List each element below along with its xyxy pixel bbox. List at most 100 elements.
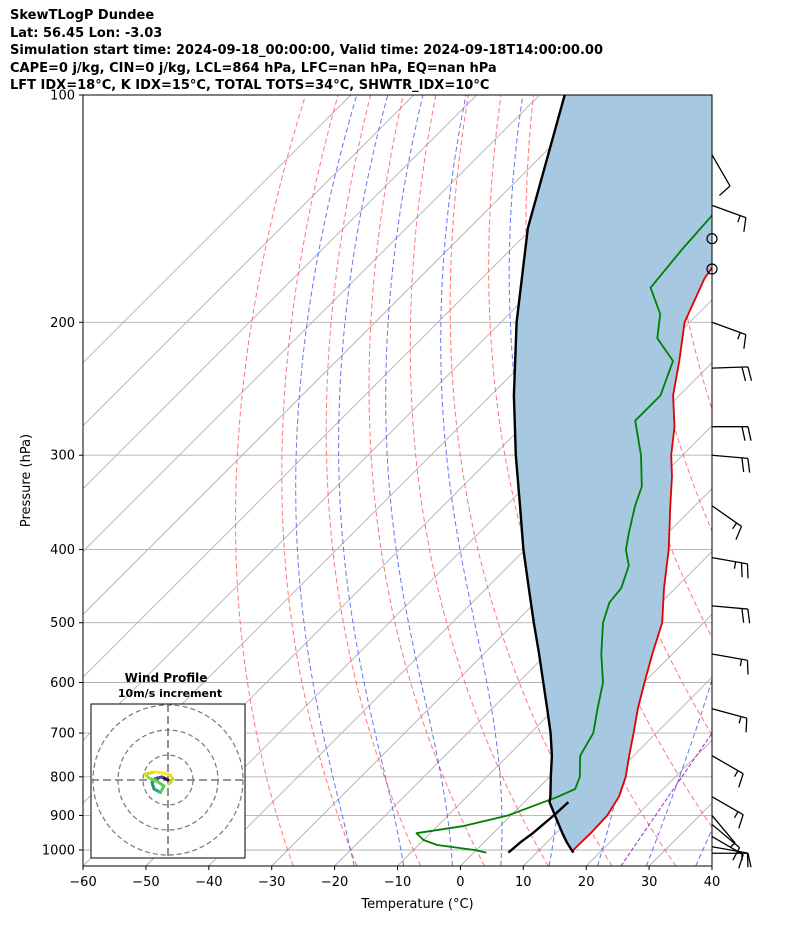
- barb-flag: [732, 847, 741, 861]
- calm-circle: [706, 263, 718, 275]
- dry-adiabat: [449, 95, 613, 866]
- dry-adiabat: [762, 95, 794, 866]
- barb-flag: [746, 852, 749, 868]
- x-tick-label: −20: [321, 875, 348, 890]
- barb-flag: [738, 814, 744, 829]
- dry-adiabat: [325, 95, 422, 866]
- x-tick-label: 30: [641, 875, 658, 890]
- hodograph-segment: [147, 776, 160, 784]
- barb-half: [733, 770, 739, 778]
- location-line: Lat: 56.45 Lon: -3.03: [10, 25, 163, 41]
- dry-adiabat: [409, 95, 549, 866]
- wind-barb: [711, 204, 747, 232]
- wind-barb: [706, 263, 718, 275]
- barb-half: [739, 659, 743, 667]
- barb-shaft: [711, 796, 744, 816]
- y-tick-label: 300: [50, 449, 75, 464]
- wind-barb: [711, 815, 736, 849]
- moist-adiabat: [745, 95, 794, 866]
- barb-flag: [718, 185, 731, 197]
- wind-profile-inset: Wind Profile 10m/s increment: [90, 671, 246, 859]
- wind-barb: [711, 755, 744, 788]
- wind-barb: [711, 505, 743, 540]
- y-tick-label: 900: [50, 809, 75, 824]
- barb-flag: [741, 608, 745, 623]
- wind-barb: [711, 823, 741, 861]
- wind-barb: [711, 836, 744, 869]
- moist-adiabat: [440, 95, 503, 866]
- wind-barb: [712, 426, 752, 441]
- barb-flag: [741, 457, 745, 473]
- wind-barb: [712, 852, 752, 868]
- barb-shaft: [711, 454, 748, 460]
- barb-half: [733, 561, 737, 569]
- barb-shaft: [711, 154, 731, 187]
- time-line: Simulation start time: 2024-09-18_00:00:…: [10, 43, 603, 59]
- moist-adiabat: [295, 95, 358, 866]
- moist-adiabat: [338, 95, 405, 866]
- y-tick-label: 100: [50, 89, 75, 104]
- isotherm-line: [83, 95, 477, 490]
- barb-half: [733, 811, 739, 819]
- barb-shaft: [711, 815, 736, 844]
- barb-flag: [741, 426, 746, 441]
- barb-shaft: [711, 755, 744, 775]
- barb-flag: [747, 608, 751, 624]
- hodograph-segment: [143, 770, 157, 776]
- wind-barb: [711, 557, 749, 579]
- wind-barb: [711, 366, 753, 382]
- barb-flag: [747, 426, 752, 441]
- y-tick-label: 600: [50, 676, 75, 691]
- dry-adiabat: [235, 95, 306, 866]
- temperature-line: [572, 266, 712, 853]
- barb-shaft: [711, 836, 744, 856]
- x-tick-label: 10: [515, 875, 532, 890]
- y-tick-label: 1000: [42, 844, 75, 859]
- y-axis-label: Pressure (hPa): [19, 434, 34, 527]
- wind-barb: [711, 321, 747, 349]
- y-tick-label: 700: [50, 727, 75, 742]
- y-tick-label: 200: [50, 316, 75, 331]
- index-line: LFT IDX=18°C, K IDX=15°C, TOTAL TOTS=34°…: [10, 78, 490, 94]
- wind-barb: [711, 605, 751, 624]
- x-tick-label: −30: [258, 875, 285, 890]
- barb-half: [729, 842, 736, 849]
- y-tick-label: 500: [50, 616, 75, 631]
- barb-flag: [743, 217, 747, 232]
- parcel_dry_lower-line: [507, 801, 570, 854]
- barb-flag: [738, 773, 744, 788]
- barb-flag: [740, 562, 743, 578]
- hodograph-segment: [167, 777, 175, 786]
- isotherm-line: [397, 550, 712, 866]
- parcel-line: [512, 95, 575, 854]
- barb-flag: [746, 563, 749, 579]
- isotherm-line: [522, 676, 712, 866]
- moist-adiabat: [385, 95, 453, 866]
- x-tick-label: −10: [384, 875, 411, 890]
- barb-shaft: [711, 846, 748, 854]
- dry-adiabat: [281, 95, 358, 866]
- wind-barb: [711, 454, 751, 473]
- x-tick-label: 40: [704, 875, 721, 890]
- wind-profile-subtitle: 10m/s increment: [118, 687, 222, 700]
- barb-flag: [747, 458, 751, 473]
- x-axis-label: Temperature (°C): [360, 897, 473, 912]
- isotherm-line: [83, 95, 415, 427]
- isotherm-line: [334, 487, 712, 866]
- dry-adiabat: [368, 95, 485, 866]
- title-line: SkewTLogP Dundee: [10, 8, 155, 23]
- dewpoint-line: [415, 213, 712, 854]
- wind-profile-title: Wind Profile: [125, 671, 208, 685]
- chart-header: SkewTLogP Dundee Lat: 56.45 Lon: -3.03 S…: [10, 7, 603, 95]
- isotherm-line: [83, 95, 352, 364]
- wind-barb: [706, 233, 718, 245]
- y-tick-label: 400: [50, 543, 75, 558]
- x-tick-label: 20: [578, 875, 595, 890]
- cape-line: CAPE=0 j/kg, CIN=0 j/kg, LCL=864 hPa, LF…: [10, 60, 497, 76]
- barb-flag: [743, 334, 747, 349]
- y-tick-label: 800: [50, 770, 75, 785]
- x-tick-label: −60: [69, 875, 96, 890]
- mixing-ratio-line: [719, 683, 794, 867]
- barb-flag: [738, 854, 744, 869]
